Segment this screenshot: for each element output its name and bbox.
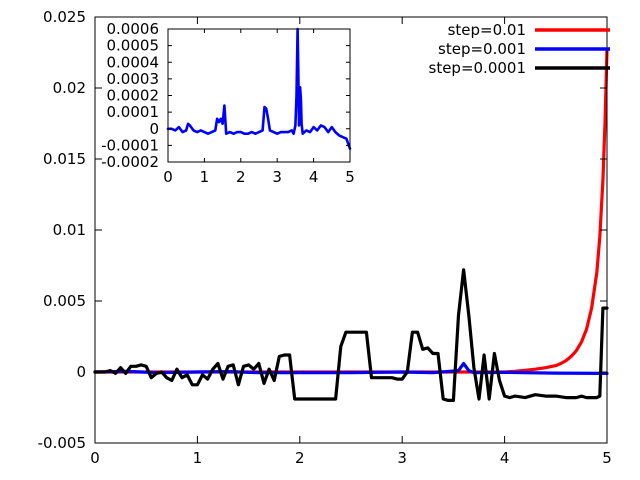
legend-label: step=0.01 xyxy=(448,21,526,39)
main-series-line-step-0-0001 xyxy=(93,268,609,402)
inset-x-tick-label: 0 xyxy=(163,168,173,186)
main-x-tick-label: 4 xyxy=(500,449,510,467)
main-x-tick-label: 5 xyxy=(602,449,612,467)
inset-y-tick-label: -0.0002 xyxy=(101,153,159,171)
main-x-tick-label: 0 xyxy=(90,449,100,467)
main-y-tick-label: 0.015 xyxy=(43,150,86,168)
main-x-tick-label: 2 xyxy=(295,449,305,467)
inset-y-tick-label: -0.0001 xyxy=(101,136,159,154)
inset-x-tick-label: 2 xyxy=(236,168,246,186)
inset-x-tick-label: 4 xyxy=(309,168,319,186)
inset-y-tick-label: 0.0003 xyxy=(107,70,160,88)
main-y-tick-label: 0.025 xyxy=(43,8,86,26)
inset-y-tick-label: 0.0002 xyxy=(107,87,160,105)
main-x-tick-label: 3 xyxy=(397,449,407,467)
main-y-tick-label: 0.01 xyxy=(53,221,86,239)
main-y-tick-label: -0.005 xyxy=(38,434,86,452)
inset-x-tick-label: 5 xyxy=(345,168,355,186)
inset-y-tick-label: 0.0005 xyxy=(107,37,160,55)
main-y-tick-label: 0.005 xyxy=(43,292,86,310)
inset-y-tick-label: 0.0006 xyxy=(107,20,160,38)
main-series-line-step-0-001 xyxy=(93,361,609,375)
main-x-tick-label: 1 xyxy=(193,449,203,467)
legend-label: step=0.001 xyxy=(438,40,526,58)
inset-y-tick-label: 0 xyxy=(149,120,159,138)
inset-x-tick-label: 1 xyxy=(200,168,210,186)
main-y-tick-label: 0.02 xyxy=(53,79,86,97)
inset-y-tick-label: 0.0004 xyxy=(107,53,160,71)
inset-y-tick-label: 0.0001 xyxy=(107,103,160,121)
main-y-tick-label: 0 xyxy=(76,363,86,381)
legend-label: step=0.0001 xyxy=(429,59,527,77)
inset-x-tick-label: 3 xyxy=(272,168,282,186)
inset-background xyxy=(168,29,350,162)
inset-series-line-0 xyxy=(166,27,352,150)
